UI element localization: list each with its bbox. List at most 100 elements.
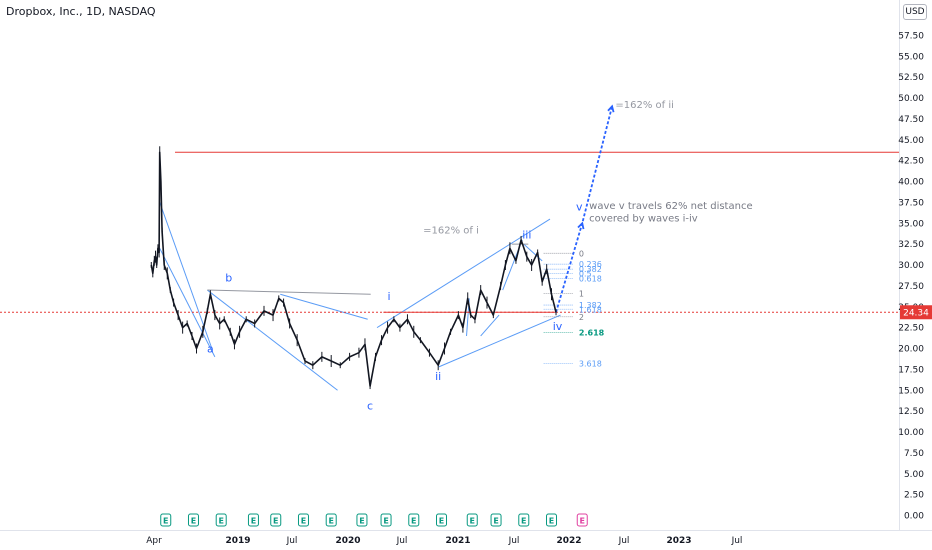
fib-level-label: 2 (579, 313, 584, 322)
fib-level-label: 3.618 (579, 360, 602, 369)
earnings-marker-label: E (163, 517, 168, 526)
chart-annotation: =162% of i (423, 225, 479, 236)
earnings-marker-label: E (251, 517, 256, 526)
fib-level-label: 0.382 (579, 265, 602, 274)
channel-lower-line (438, 314, 561, 368)
earnings-marker (466, 513, 478, 527)
price-tick-label: 30.00 (898, 261, 924, 271)
earnings-marker-upcoming (576, 513, 588, 527)
fib-level-label: 0 (579, 249, 584, 258)
price-tick-label: 40.00 (898, 178, 924, 188)
price-tick-label: 47.50 (898, 115, 924, 125)
price-tick-label: 2.50 (904, 491, 924, 501)
currency-badge[interactable]: USD (903, 4, 927, 20)
trendline-wave-a-lower (159, 248, 216, 358)
earnings-marker-label: E (359, 517, 364, 526)
wave-label-iii: iii (522, 228, 531, 241)
price-tick-label: 17.50 (898, 365, 924, 375)
arrow-head (577, 221, 585, 230)
earnings-marker-label: E (191, 517, 196, 526)
price-tick-label: 12.50 (898, 407, 924, 417)
wave-b-level-line (207, 289, 371, 295)
price-tick-label: 0.00 (904, 512, 924, 522)
time-tick-label: Apr (146, 536, 162, 546)
earnings-marker (436, 513, 448, 527)
chart-annotation: =162% of ii (615, 100, 674, 111)
earnings-marker-label: E (273, 517, 278, 526)
earnings-marker-label: E (470, 517, 475, 526)
earnings-marker-label: E (301, 517, 306, 526)
time-tick-label: 2019 (225, 536, 250, 546)
trendline-wave-c-lower (207, 289, 338, 391)
earnings-marker-label: E (383, 517, 388, 526)
last-price-badge (900, 305, 932, 320)
earnings-marker-label: E (328, 517, 333, 526)
price-tick-label: 32.50 (898, 240, 924, 250)
wave-label-i: i (388, 290, 391, 303)
fib-level-label: 0.618 (579, 274, 602, 283)
earnings-marker-label: E (411, 517, 416, 526)
price-tick-label: 45.00 (898, 136, 924, 146)
earnings-marker-upcoming-label: E (580, 517, 585, 526)
fib-level-label: 1.382 (579, 301, 602, 310)
wave-connector-2 (480, 314, 500, 337)
arrow-head (607, 104, 615, 113)
wave-label-iv: iv (553, 320, 563, 333)
time-tick-label: 2020 (335, 536, 360, 546)
price-tick-label: 5.00 (904, 470, 924, 480)
time-tick-label: Jul (396, 536, 408, 546)
price-tick-label: 52.50 (898, 73, 924, 83)
earnings-marker (187, 513, 199, 527)
time-tick-label: Jul (286, 536, 298, 546)
wave-label-c: c (367, 399, 373, 412)
time-tick-label: Jul (731, 536, 743, 546)
earnings-marker (490, 513, 502, 527)
price-tick-label: 35.00 (898, 219, 924, 229)
price-tick-label: 15.00 (898, 386, 924, 396)
price-tick-label: 20.00 (898, 345, 924, 355)
earnings-marker-label: E (493, 517, 498, 526)
trendline-wave-a-upper (159, 202, 213, 349)
earnings-marker (270, 513, 282, 527)
earnings-marker-label: E (218, 517, 223, 526)
earnings-marker (247, 513, 259, 527)
fib-level-label: 1 (579, 289, 584, 298)
earnings-marker-label: E (439, 517, 444, 526)
time-tick-label: Jul (508, 536, 520, 546)
earnings-marker (380, 513, 392, 527)
earnings-marker (518, 513, 530, 527)
price-tick-label: 7.50 (904, 449, 924, 459)
price-tick-label: 50.00 (898, 94, 924, 104)
price-tick-label: 37.50 (898, 198, 924, 208)
fib-level-label: 2.618 (579, 329, 605, 338)
earnings-marker-label: E (521, 517, 526, 526)
earnings-marker (160, 513, 172, 527)
earnings-marker (546, 513, 558, 527)
price-tick-label: 27.50 (898, 282, 924, 292)
time-tick-label: 2022 (556, 536, 581, 546)
price-tick-label: 10.00 (898, 428, 924, 438)
time-tick-label: 2021 (445, 536, 470, 546)
earnings-marker-label: E (549, 517, 554, 526)
price-tick-label: 22.50 (898, 324, 924, 334)
time-tick-label: 2023 (666, 536, 691, 546)
chart-annotation: wave v travels 62% net distance (589, 201, 752, 212)
chart-title: Dropbox, Inc., 1D, NASDAQ (6, 5, 156, 18)
time-tick-label: Jul (618, 536, 630, 546)
time-axis: Apr 2019 Jul 2020 Jul 2021 Jul 2022 Jul 2023 Jul (146, 536, 742, 546)
fib-level-label: 0.5 (579, 269, 592, 278)
earnings-marker (325, 513, 337, 527)
wave-label-v: v (576, 201, 583, 214)
fib-level-label: 0.236 (579, 260, 602, 269)
price-tick-label: 55.00 (898, 52, 924, 62)
wave-label-b: b (225, 272, 232, 285)
wave-label-a: a (207, 343, 214, 356)
chart-annotation: covered by waves i-iv (589, 214, 698, 225)
price-tick-label: 57.50 (898, 31, 924, 41)
trendline-wave-c-upper (280, 293, 368, 320)
earnings-marker (215, 513, 227, 527)
fib-level-label: 1.618 (579, 305, 602, 314)
price-tick-label: 42.50 (898, 157, 924, 167)
wave-label-ii: ii (435, 370, 441, 383)
